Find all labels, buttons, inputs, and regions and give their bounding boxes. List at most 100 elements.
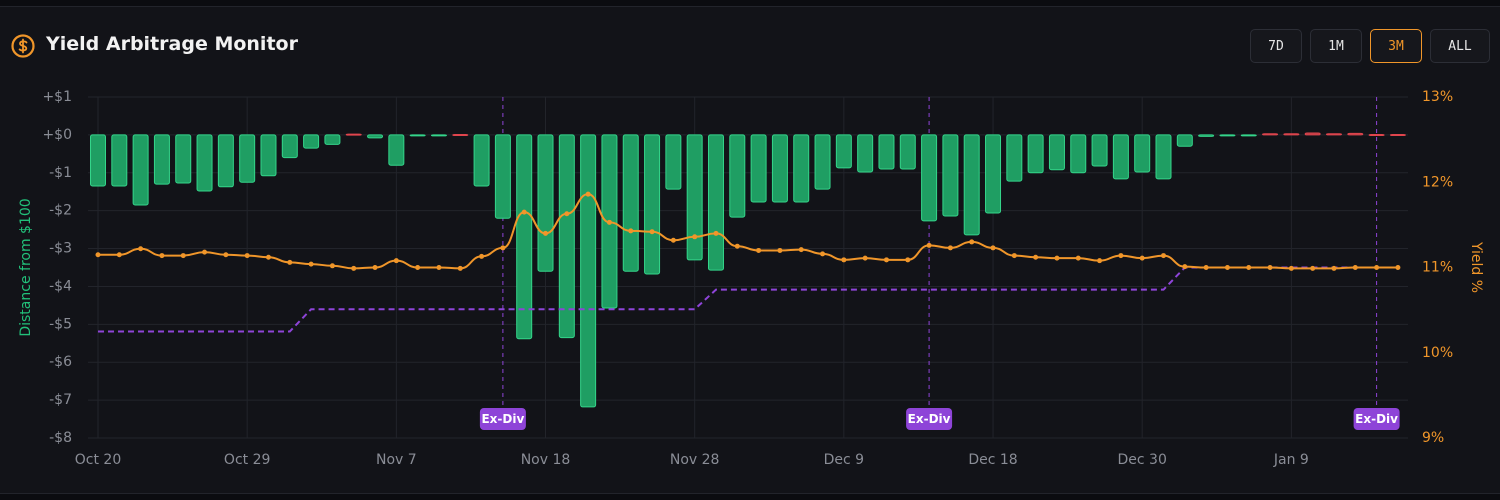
- yield-point: [926, 242, 932, 248]
- yield-point: [351, 265, 357, 271]
- bar: [367, 134, 384, 139]
- yield-point: [1203, 265, 1209, 270]
- yield-point: [265, 254, 271, 260]
- x-tick-label: Jan 9: [1273, 452, 1309, 468]
- yield-point: [1374, 265, 1380, 270]
- bar: [153, 134, 170, 185]
- yield-point: [1161, 253, 1166, 259]
- y-tick-label: -$3: [49, 241, 72, 257]
- bar: [494, 134, 511, 219]
- yield-point: [543, 230, 549, 236]
- bar: [771, 134, 788, 203]
- y-tick-label: +$0: [42, 127, 72, 143]
- bar: [750, 134, 767, 203]
- bar: [921, 134, 938, 222]
- range-button[interactable]: 3M: [1370, 29, 1422, 63]
- bar: [217, 134, 234, 188]
- bar: [452, 134, 469, 137]
- bar: [899, 134, 916, 170]
- x-tick-label: Nov 18: [521, 452, 571, 468]
- yield-point: [841, 257, 847, 263]
- yield-point: [1246, 265, 1252, 270]
- yield-point: [1075, 255, 1081, 261]
- yield-point: [436, 265, 442, 270]
- yield-point: [649, 229, 655, 235]
- bar: [1134, 134, 1151, 173]
- y2-tick-label: 9%: [1422, 430, 1444, 446]
- bar: [303, 134, 320, 149]
- bar: [1262, 133, 1279, 136]
- bar: [345, 133, 362, 136]
- bar: [537, 134, 554, 272]
- bar: [665, 134, 682, 190]
- bar: [516, 134, 533, 340]
- y-tick-label: +$1: [42, 89, 72, 105]
- bar: [878, 134, 895, 170]
- bar: [644, 134, 661, 275]
- yield-point: [1288, 265, 1294, 271]
- bar: [1347, 132, 1364, 136]
- yield-point: [457, 265, 463, 271]
- bar: [1070, 134, 1087, 174]
- ex-div-label: Ex-Div: [481, 412, 524, 426]
- bar: [1304, 132, 1321, 136]
- y-tick-label: -$7: [49, 392, 72, 408]
- bar: [707, 134, 724, 271]
- bar: [1027, 134, 1044, 174]
- yield-line: [98, 193, 1398, 270]
- title: Yield Arbitrage Monitor: [46, 33, 298, 55]
- yield-point: [1395, 265, 1401, 270]
- yield-point: [606, 219, 612, 225]
- yield-point: [479, 253, 485, 259]
- y2-tick-label: 12%: [1422, 174, 1453, 190]
- bar: [985, 134, 1002, 214]
- bar: [281, 134, 298, 159]
- bar: [1198, 134, 1215, 137]
- yield-point: [734, 243, 740, 249]
- x-tick-label: Nov 28: [670, 452, 720, 468]
- bar: [1283, 133, 1300, 136]
- yield-point: [1118, 253, 1124, 259]
- bar: [175, 134, 192, 184]
- x-tick-label: Oct 29: [224, 452, 270, 468]
- range-button[interactable]: 7D: [1250, 29, 1302, 63]
- y-tick-label: -$4: [49, 278, 72, 294]
- dollar-icon: [11, 34, 35, 58]
- bar: [430, 134, 447, 137]
- y-tick-label: -$8: [49, 430, 72, 446]
- ex-div-badge: [479, 408, 526, 430]
- yield-point: [372, 265, 378, 270]
- yield-point: [905, 257, 911, 263]
- yield-point: [1224, 265, 1230, 270]
- yield-point: [1182, 264, 1188, 270]
- bar: [388, 134, 405, 166]
- range-button[interactable]: 1M: [1310, 29, 1362, 63]
- bar: [111, 134, 128, 187]
- bar: [857, 134, 874, 173]
- yield-point: [1033, 254, 1039, 260]
- bar: [260, 134, 277, 177]
- bar: [132, 134, 149, 206]
- yield-point: [692, 234, 698, 240]
- yield-point: [202, 249, 208, 255]
- bar: [814, 134, 831, 190]
- bar: [239, 134, 256, 183]
- bar: [686, 134, 703, 261]
- yield-point: [180, 253, 186, 259]
- range-button[interactable]: ALL: [1430, 29, 1490, 63]
- ex-div-badge: [906, 408, 953, 430]
- y2-axis-label: Yield %: [1468, 241, 1484, 293]
- yield-point: [713, 230, 719, 236]
- yield-point: [223, 252, 229, 258]
- yield-point: [820, 251, 826, 257]
- yield-point: [862, 255, 868, 261]
- y2-tick-label: 10%: [1422, 345, 1453, 361]
- yield-point: [990, 245, 996, 251]
- yield-point: [969, 239, 975, 245]
- bar: [196, 134, 213, 192]
- bar: [1091, 134, 1108, 167]
- bar: [1048, 134, 1065, 171]
- bar: [1006, 134, 1023, 182]
- x-tick-label: Dec 30: [1118, 452, 1167, 468]
